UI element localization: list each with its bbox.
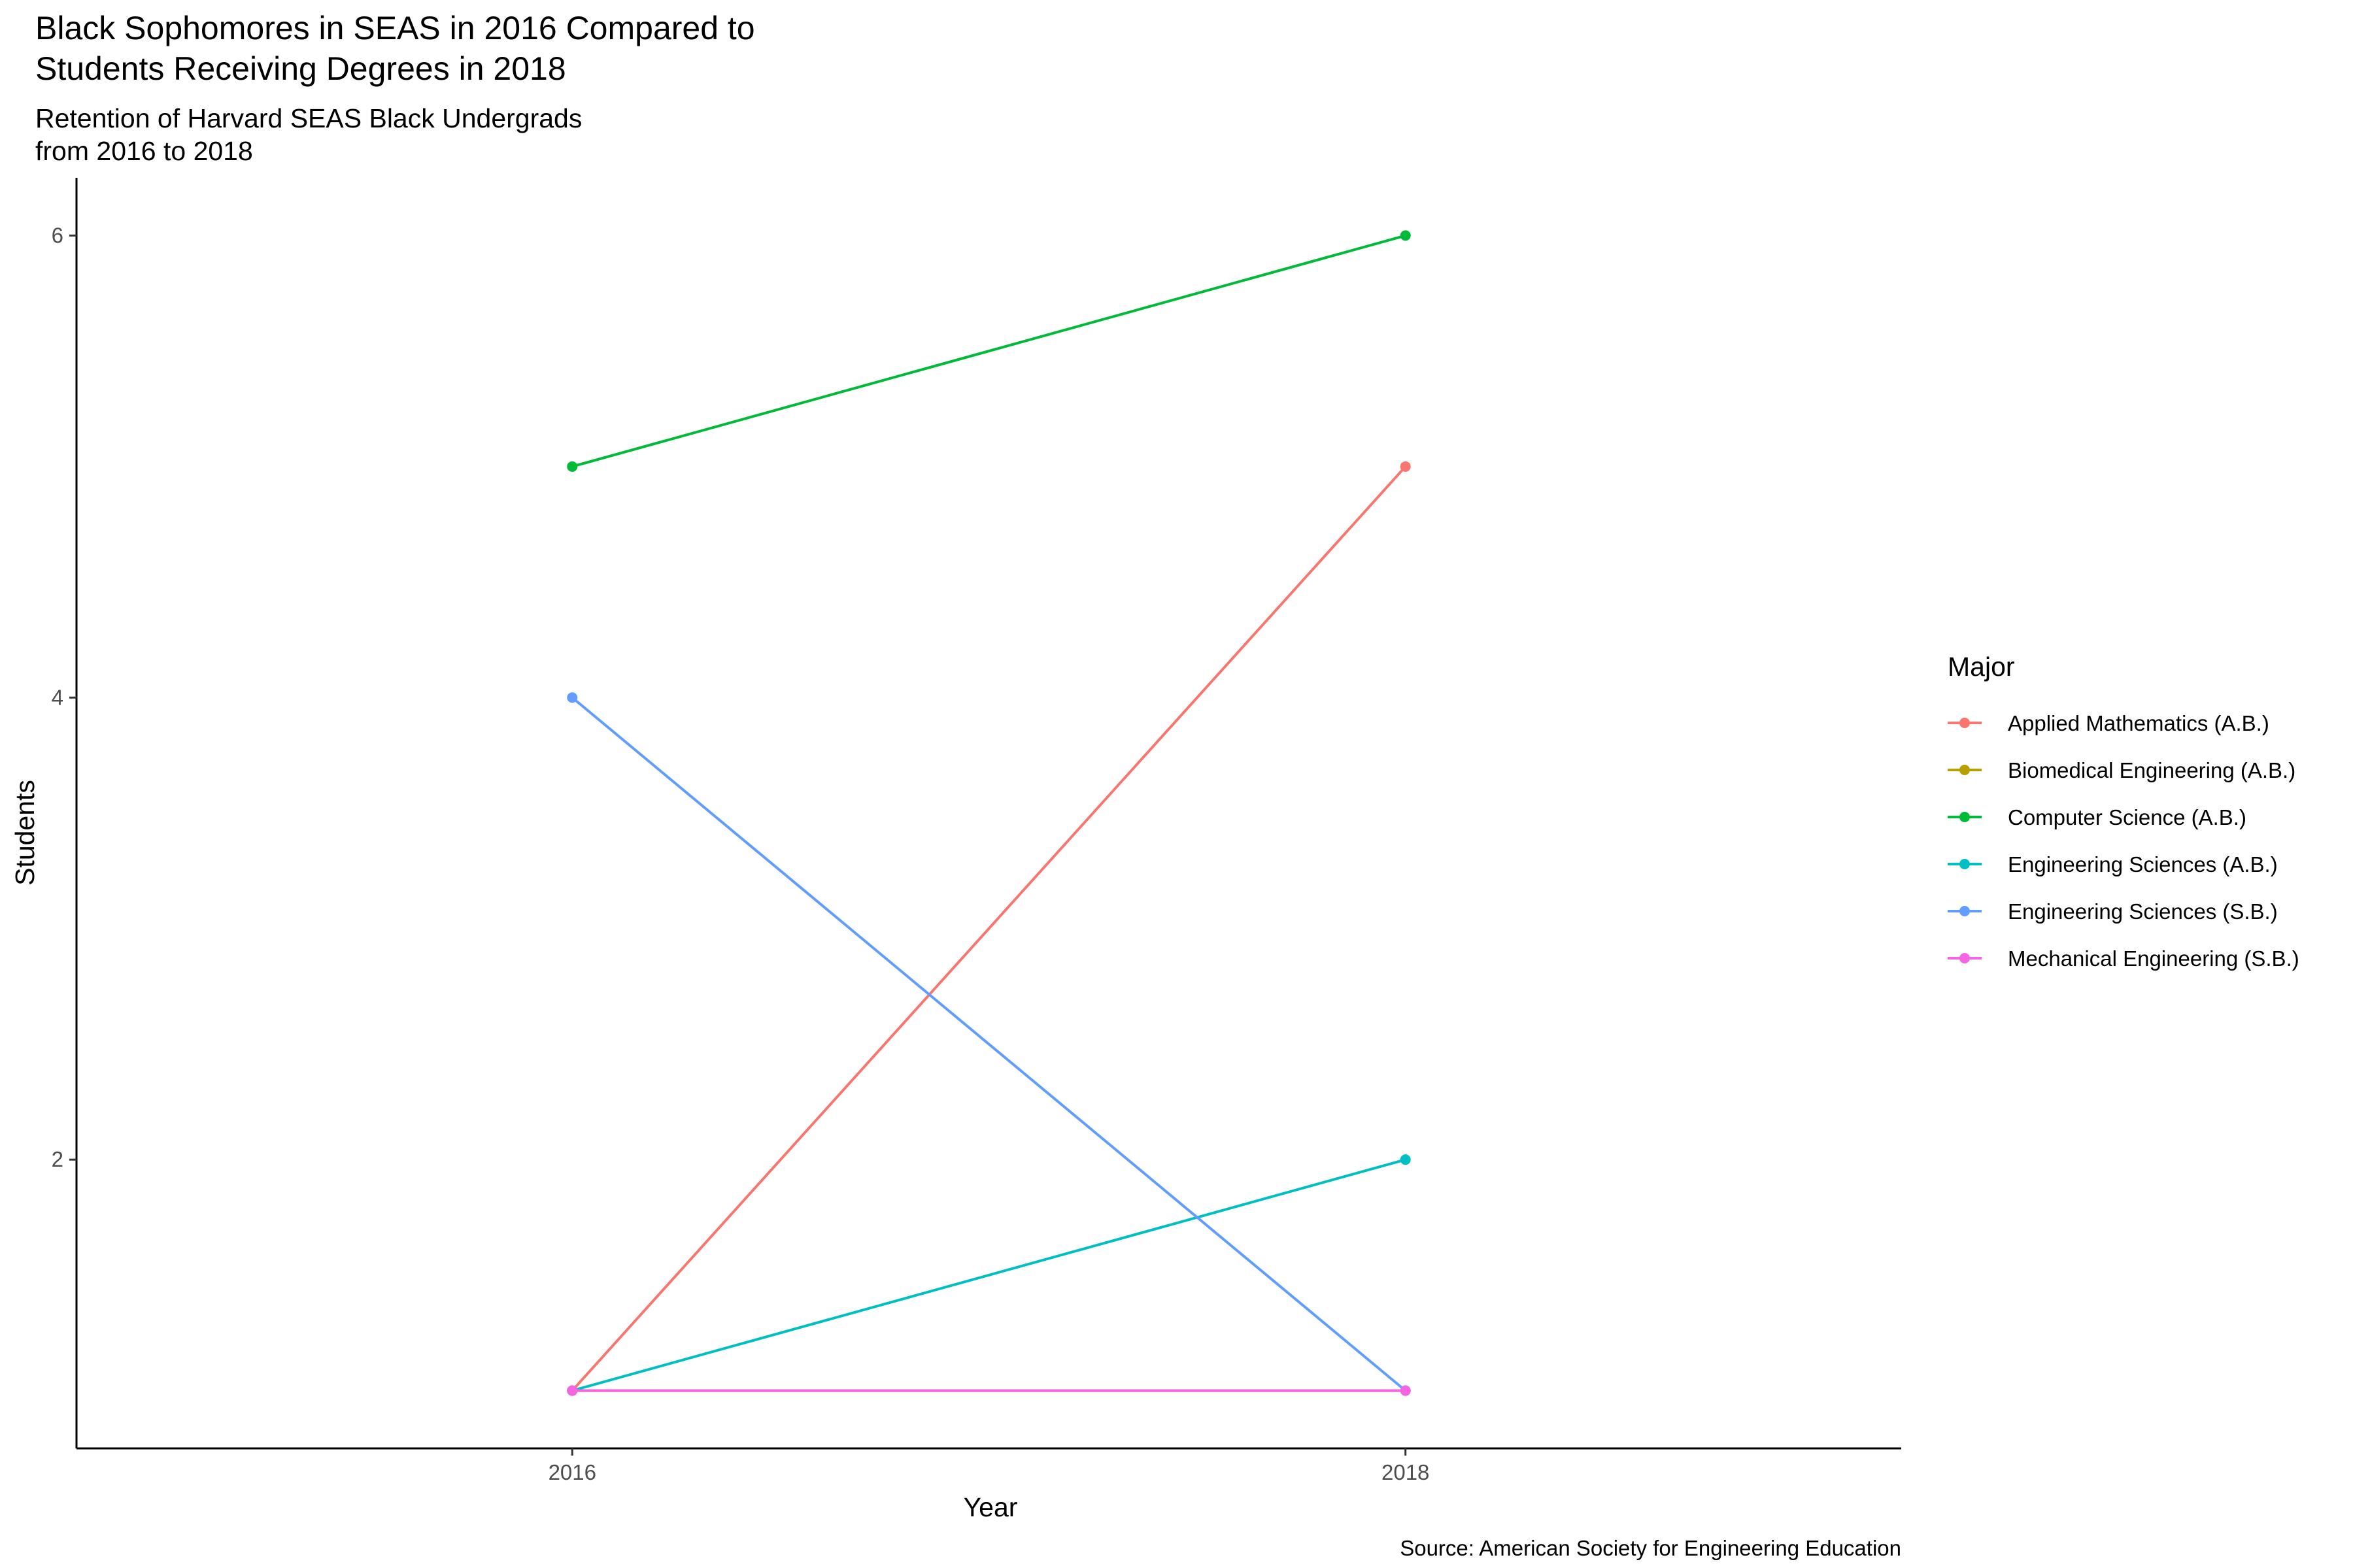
legend-key-point-computer-science-a-b bbox=[1959, 812, 1970, 822]
y-tick-label: 4 bbox=[52, 685, 63, 709]
x-tick-label: 2018 bbox=[1381, 1460, 1429, 1484]
legend-label-engineering-sciences-s-b: Engineering Sciences (S.B.) bbox=[2008, 899, 2278, 924]
x-axis-ticks: 2016 2018 bbox=[549, 1448, 1429, 1484]
data-point-engineering-sciences-a-b-2018 bbox=[1400, 1154, 1411, 1165]
legend-label-mechanical-engineering-s-b: Mechanical Engineering (S.B.) bbox=[2008, 946, 2299, 971]
chart-subtitle-line-2: from 2016 to 2018 bbox=[35, 136, 253, 166]
legend-key-point-engineering-sciences-a-b bbox=[1959, 859, 1970, 869]
x-axis-title: Year bbox=[964, 1492, 1018, 1522]
legend: Major Applied Mathematics (A.B.) Biomedic… bbox=[1948, 652, 2299, 971]
chart-subtitle-line-1: Retention of Harvard SEAS Black Undergra… bbox=[35, 103, 582, 133]
data-point-mechanical-engineering-s-b-2016 bbox=[567, 1385, 578, 1396]
chart-title-line-2: Students Receiving Degrees in 2018 bbox=[35, 50, 566, 87]
legend-label-engineering-sciences-a-b: Engineering Sciences (A.B.) bbox=[2008, 852, 2278, 876]
axes bbox=[75, 178, 1901, 1450]
data-point-applied-mathematics-a-b-2018 bbox=[1400, 461, 1411, 472]
legend-key-point-applied-mathematics-a-b bbox=[1959, 718, 1970, 728]
series-line-engineering-sciences-s-b bbox=[571, 696, 1406, 1392]
legend-key-point-mechanical-engineering-s-b bbox=[1959, 953, 1970, 963]
chart-title-line-1: Black Sophomores in SEAS in 2016 Compare… bbox=[35, 10, 755, 46]
series-points bbox=[567, 230, 1411, 1396]
series-line-applied-mathematics-a-b bbox=[571, 465, 1407, 1392]
y-axis-title: Students bbox=[10, 780, 40, 886]
y-tick-label: 2 bbox=[52, 1147, 63, 1171]
plot-area: 2 4 6 2016 2018 bbox=[52, 178, 1901, 1484]
series-line-engineering-sciences-a-b bbox=[571, 1158, 1406, 1392]
legend-key-point-biomedical-engineering-a-b bbox=[1959, 765, 1970, 775]
legend-label-computer-science-a-b: Computer Science (A.B.) bbox=[2008, 805, 2246, 829]
legend-key-point-engineering-sciences-s-b bbox=[1959, 906, 1970, 916]
y-axis-ticks: 2 4 6 bbox=[52, 223, 76, 1171]
data-point-computer-science-a-b-2018 bbox=[1400, 230, 1411, 241]
y-tick-label: 6 bbox=[52, 223, 63, 247]
x-tick-label: 2016 bbox=[549, 1460, 596, 1484]
series-lines bbox=[571, 234, 1407, 1392]
legend-label-applied-mathematics-a-b: Applied Mathematics (A.B.) bbox=[2008, 711, 2269, 735]
legend-title: Major bbox=[1948, 652, 2015, 682]
chart-caption: Source: American Society for Engineering… bbox=[1400, 1536, 1901, 1560]
series-line-computer-science-a-b bbox=[571, 234, 1406, 468]
data-point-engineering-sciences-s-b-2016 bbox=[567, 692, 578, 703]
data-point-mechanical-engineering-s-b-2018 bbox=[1400, 1385, 1411, 1396]
legend-label-biomedical-engineering-a-b: Biomedical Engineering (A.B.) bbox=[2008, 758, 2295, 782]
data-point-computer-science-a-b-2016 bbox=[567, 461, 578, 472]
